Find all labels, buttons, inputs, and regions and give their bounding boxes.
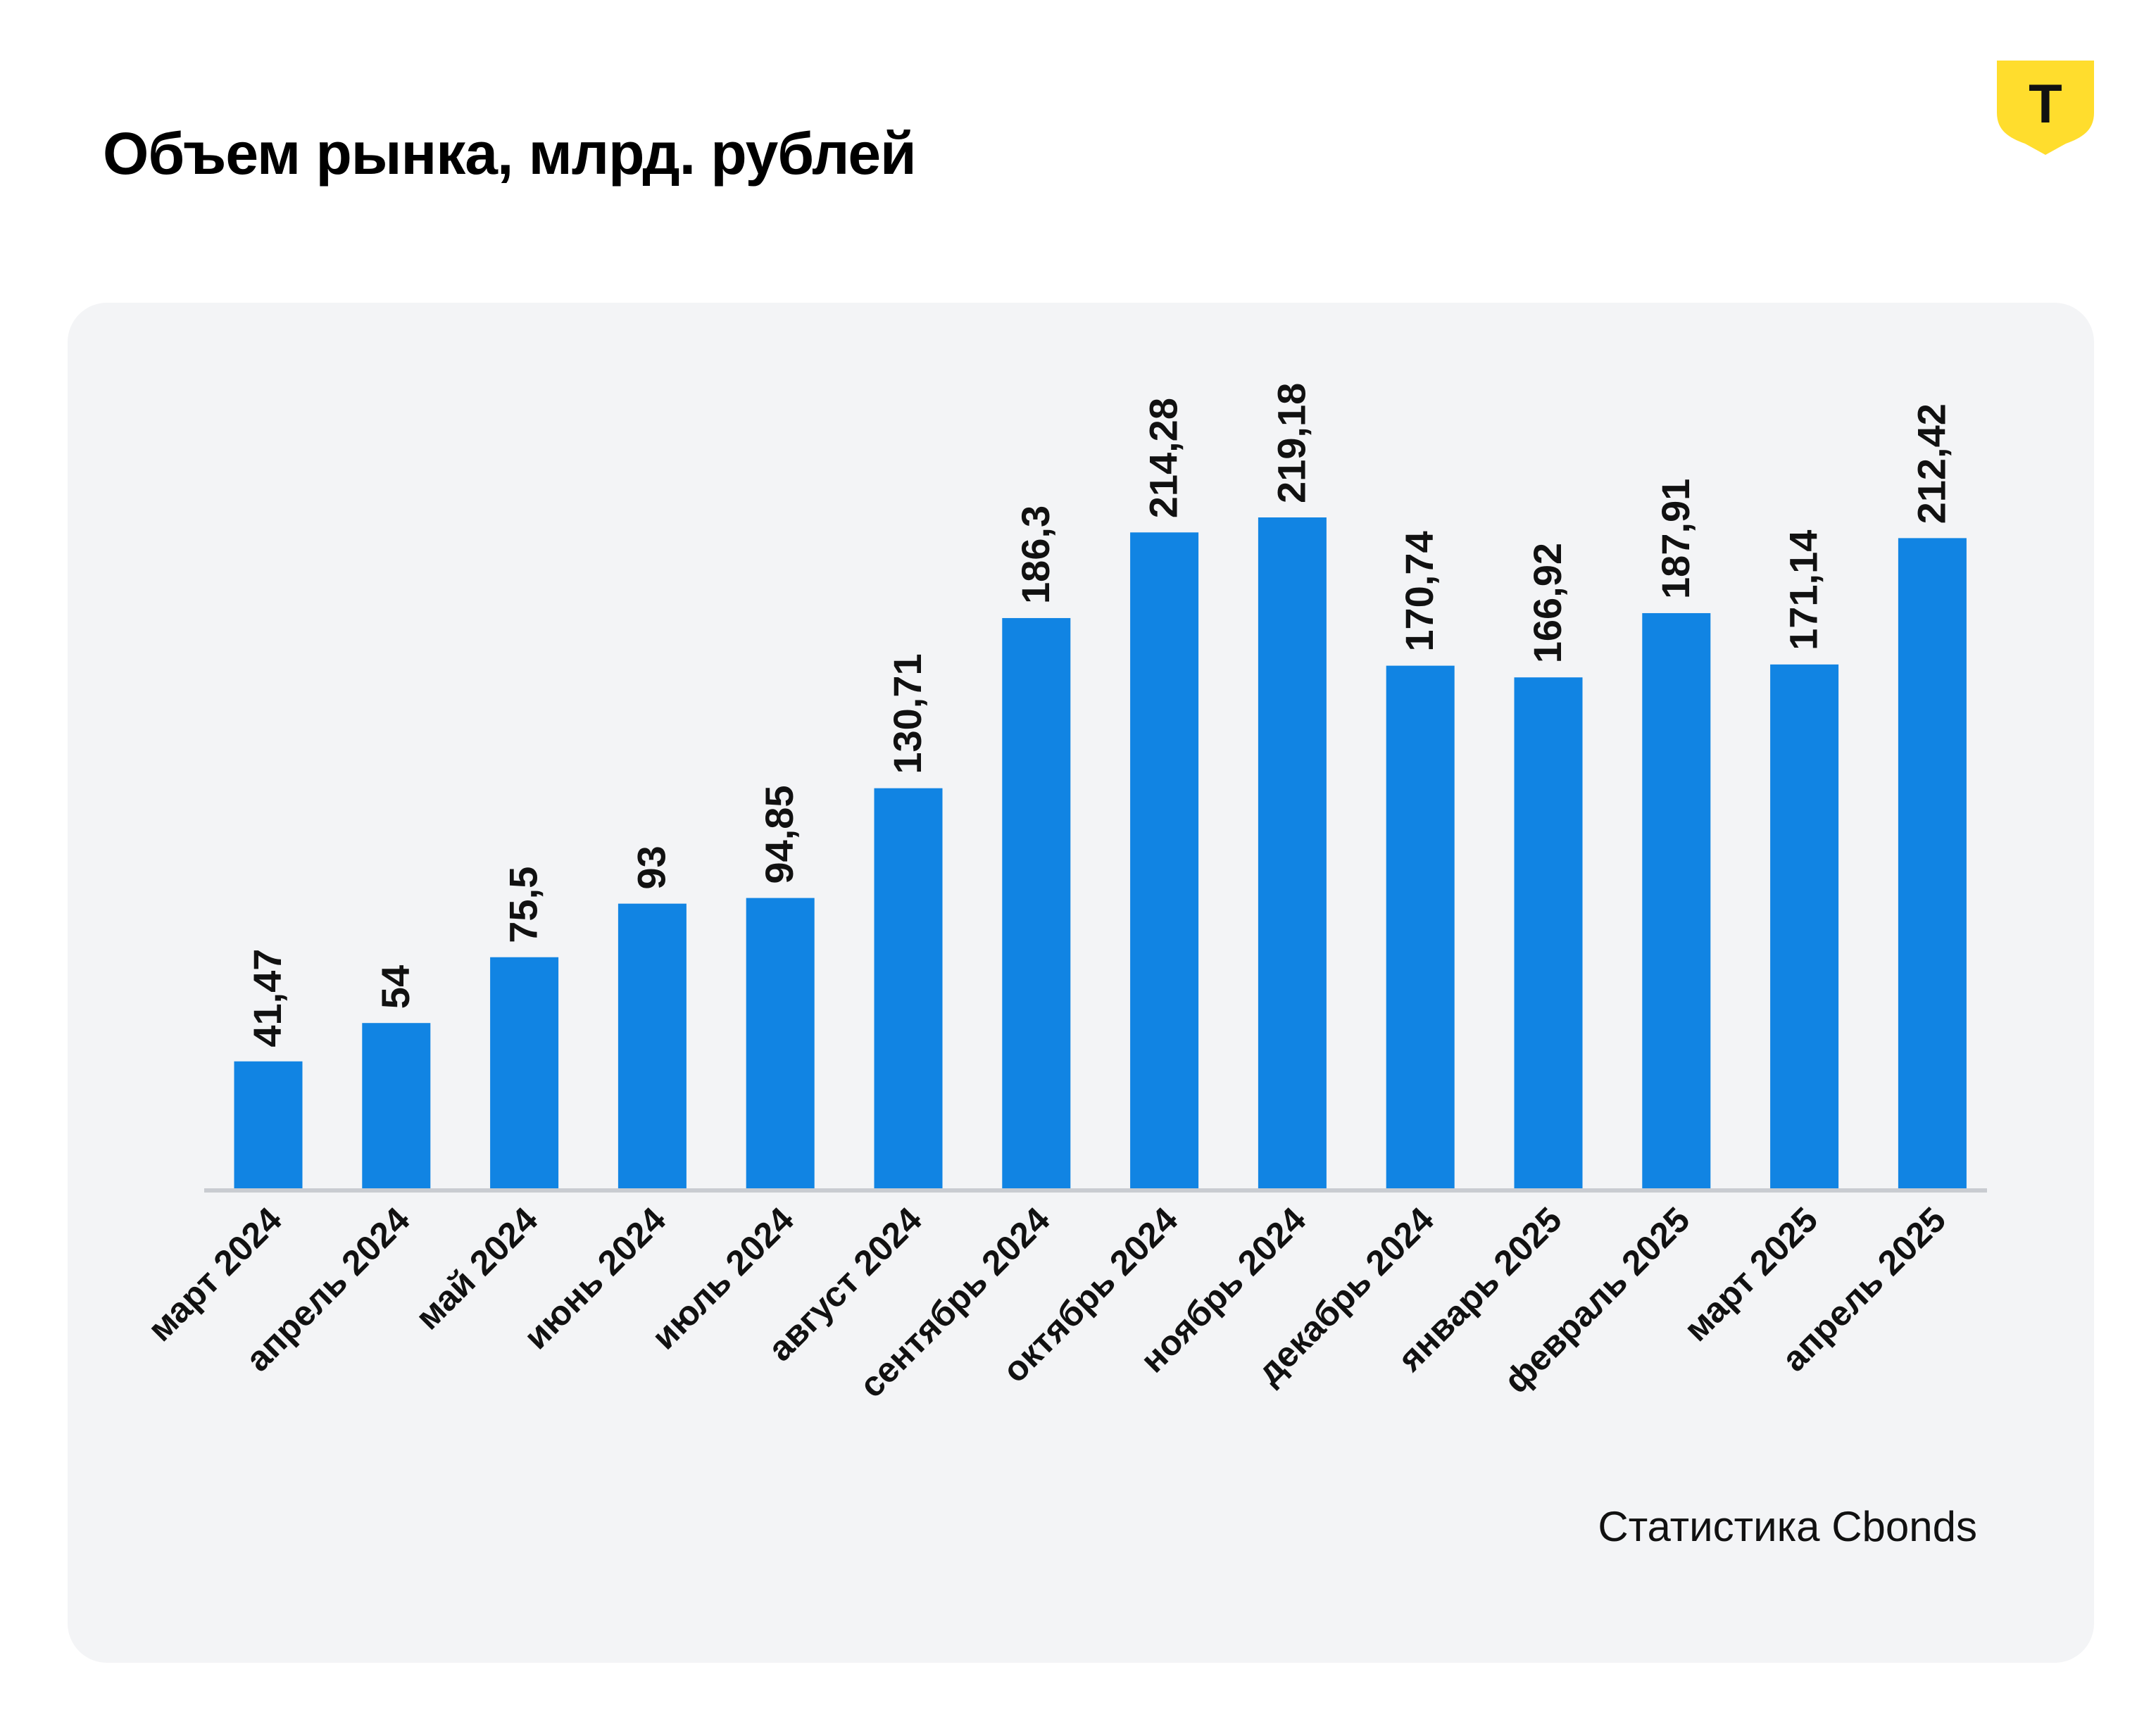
bar [234, 1061, 303, 1188]
bar [1130, 532, 1199, 1188]
shield-t-logo-icon: Т [1997, 61, 2094, 155]
bar [1258, 517, 1327, 1188]
data-label: 166,92 [1525, 543, 1569, 663]
bar [490, 957, 559, 1188]
bar [362, 1023, 431, 1188]
data-label: 214,28 [1141, 398, 1186, 518]
logo-letter: Т [2029, 73, 2062, 134]
data-label: 187,91 [1653, 479, 1698, 599]
bar [1770, 664, 1839, 1188]
data-label: 41,47 [245, 949, 289, 1048]
data-label: 94,85 [757, 785, 801, 883]
x-tick-label: май 2024 [408, 1200, 545, 1337]
bar [1002, 617, 1071, 1188]
data-label: 130,71 [885, 653, 929, 774]
data-label: 212,42 [1909, 403, 1953, 524]
data-label: 93 [629, 845, 673, 889]
data-label: 186,3 [1013, 505, 1058, 604]
bar [874, 788, 943, 1188]
data-label: 171,14 [1781, 530, 1826, 650]
chart-panel [68, 303, 2094, 1663]
data-label: 219,18 [1269, 383, 1313, 503]
data-label: 75,5 [501, 867, 546, 943]
logo-shield [1997, 61, 2094, 155]
bar [1514, 677, 1583, 1188]
data-label: 170,74 [1397, 531, 1441, 651]
source-note: Статистика Cbonds [1598, 1503, 1977, 1550]
bar [746, 898, 815, 1188]
chart-title: Объем рынка, млрд. рублей [103, 120, 917, 187]
bar [1386, 665, 1455, 1188]
bar [1642, 612, 1711, 1188]
bar [1898, 538, 1967, 1188]
bar [618, 903, 687, 1188]
data-label: 54 [373, 965, 418, 1009]
